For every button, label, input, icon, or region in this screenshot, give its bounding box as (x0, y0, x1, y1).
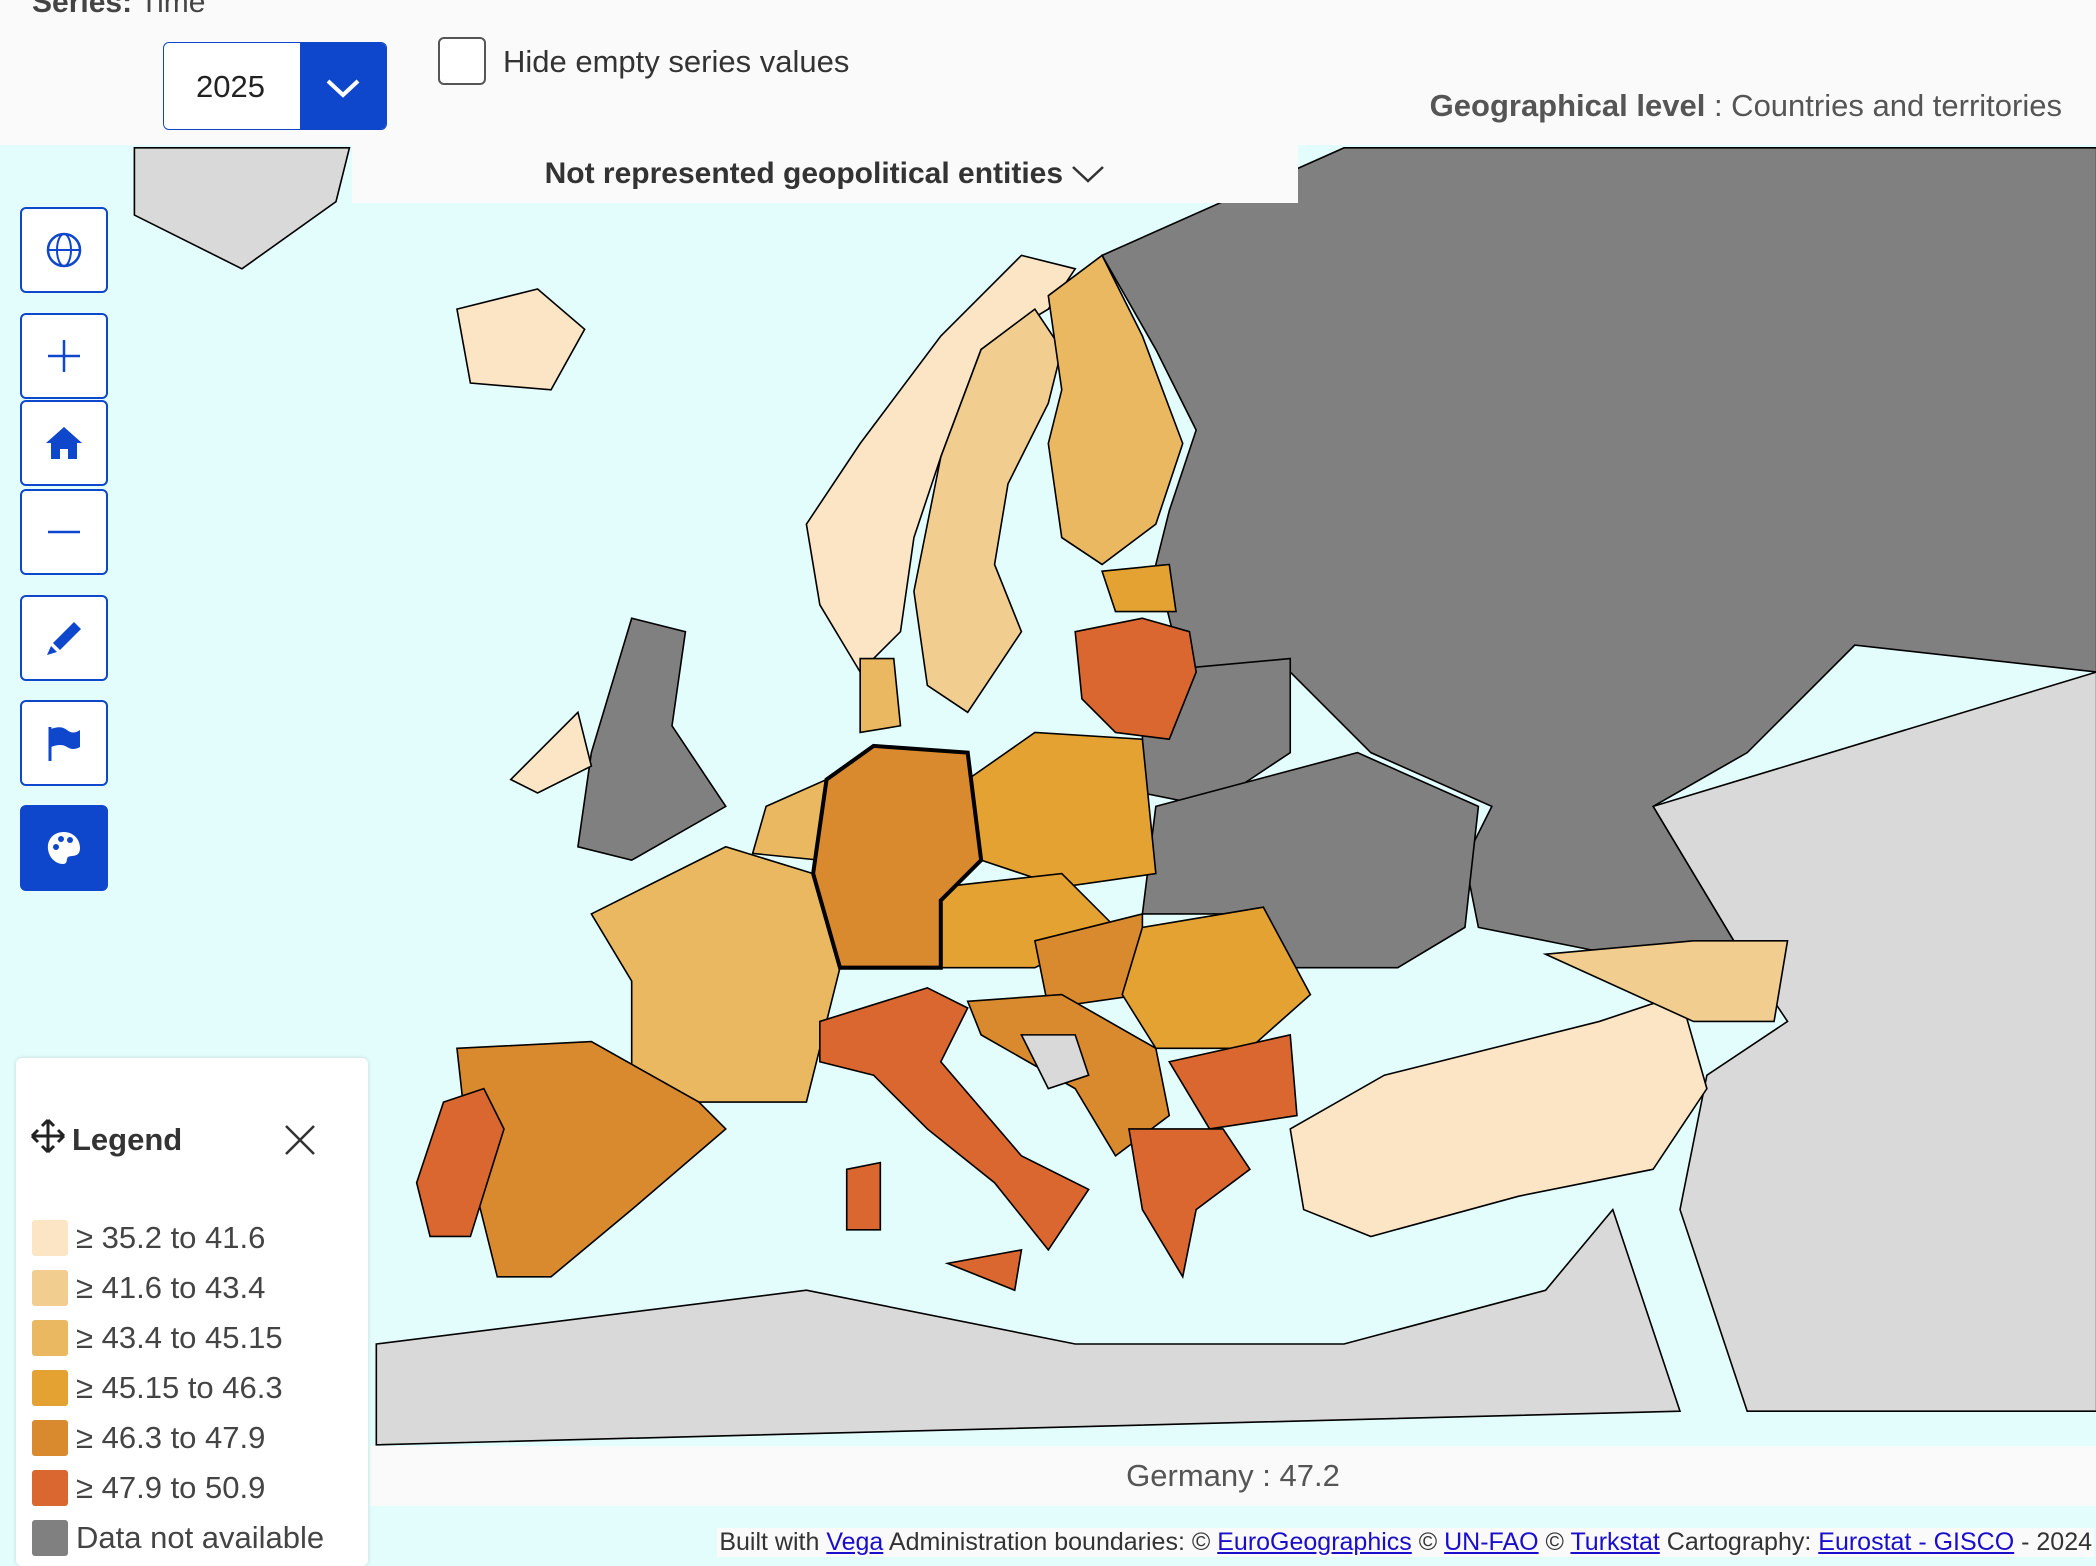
attribution-link[interactable]: EuroGeographics (1217, 1528, 1412, 1556)
legend-swatch (32, 1520, 68, 1556)
attribution: Built with Vega Administration boundarie… (717, 1528, 2094, 1557)
countries (133, 147, 2096, 1446)
geo-level-label: Geographical level (1429, 88, 1706, 123)
country[interactable] (509, 710, 593, 794)
not-represented[interactable]: Not represented geopolitical entities (352, 145, 1298, 203)
globe-button[interactable] (20, 207, 108, 293)
legend-label: ≥ 35.2 to 41.6 (76, 1220, 266, 1255)
legend-panel: Legend ≥ 35.2 to 41.6 ≥ 41.6 to 43.4 ≥ 43.… (16, 1058, 368, 1566)
attribution-text: Cartography: (1666, 1528, 1812, 1556)
country[interactable] (577, 617, 727, 862)
year-dropdown[interactable]: 2025 (163, 42, 387, 130)
country[interactable] (1168, 1033, 1298, 1130)
tooltip-bar: Germany : 47.2 (370, 1446, 2096, 1506)
attribution-text: - 2024 (2021, 1528, 2092, 1556)
attribution-link[interactable]: Eurostat - GISCO (1818, 1528, 2015, 1556)
chevron (1072, 166, 1105, 183)
zoom-out-button[interactable] (20, 489, 108, 575)
country[interactable] (415, 1087, 505, 1238)
plus-icon (48, 340, 80, 372)
series-label: Series: (32, 0, 133, 19)
country[interactable] (819, 986, 1090, 1252)
chevron (326, 79, 360, 98)
tooltip-text: Germany : 47.2 (1126, 1458, 1340, 1493)
pen-icon (47, 622, 81, 655)
country[interactable] (590, 845, 841, 1103)
legend-swatch (32, 1370, 68, 1406)
country[interactable] (859, 657, 902, 734)
flag-icon (48, 727, 80, 761)
country-selected[interactable] (811, 743, 984, 970)
attribution-link[interactable]: Vega (826, 1528, 884, 1556)
dropdown-button[interactable] (300, 43, 386, 129)
palette-icon (47, 832, 80, 864)
attribution-link[interactable]: Turkstat (1570, 1528, 1660, 1556)
attribution-text: © (1545, 1528, 1564, 1556)
year-value: 2025 (196, 69, 265, 104)
move-icon[interactable] (30, 1118, 66, 1154)
attribution-text: Built with (719, 1528, 820, 1556)
checkbox-label[interactable]: Hide empty series values (503, 44, 850, 79)
country[interactable] (1100, 563, 1177, 613)
attribution-text: © (1418, 1528, 1438, 1556)
country[interactable] (1100, 147, 2096, 956)
legend-swatch (32, 1270, 68, 1306)
country[interactable] (1020, 1034, 1090, 1090)
series-row: Series: Time (32, 0, 205, 20)
close-button[interactable] (282, 1122, 318, 1158)
minus-icon (48, 530, 80, 534)
legend-label: ≥ 45.15 to 46.3 (76, 1370, 283, 1405)
land-other (375, 1207, 1682, 1446)
country[interactable] (456, 288, 586, 391)
legend-title: Legend (72, 1122, 183, 1157)
country[interactable] (1074, 617, 1197, 741)
legend-swatch (32, 1220, 68, 1256)
legend-label: ≥ 47.9 to 50.9 (76, 1470, 266, 1505)
country[interactable] (1289, 993, 1708, 1238)
not-represented-label[interactable]: Not represented geopolitical entities (544, 157, 1064, 190)
home-button[interactable] (20, 400, 108, 486)
legend-label: ≥ 41.6 to 43.4 (76, 1270, 266, 1305)
legend-swatch (32, 1420, 68, 1456)
geo-level: Geographical level : Countries and terri… (1430, 88, 2062, 124)
home-icon (46, 427, 82, 459)
globe-icon (46, 232, 82, 268)
country[interactable] (1047, 254, 1184, 566)
country[interactable] (845, 1161, 882, 1231)
legend-swatch (32, 1320, 68, 1356)
country[interactable] (944, 1248, 1023, 1292)
series-value: Time (139, 0, 206, 19)
land-other (133, 147, 351, 270)
legend-swatch (32, 1470, 68, 1506)
legend-label: Data not available (76, 1520, 325, 1555)
attribution-text: Administration boundaries: © (888, 1528, 1211, 1556)
checkbox[interactable] (438, 37, 486, 85)
country[interactable] (1542, 939, 1789, 1023)
flag-button[interactable] (20, 700, 108, 786)
draw-button[interactable] (20, 595, 108, 681)
country[interactable] (1128, 1128, 1252, 1280)
palette-button[interactable] (20, 805, 108, 891)
attribution-link[interactable]: UN-FAO (1444, 1528, 1539, 1556)
legend-label: ≥ 46.3 to 47.9 (76, 1420, 266, 1455)
geo-level-value: : Countries and territories (1713, 88, 2062, 123)
legend-label: ≥ 43.4 to 45.15 (76, 1320, 283, 1355)
country[interactable] (913, 307, 1063, 714)
zoom-in-button[interactable] (20, 313, 108, 399)
